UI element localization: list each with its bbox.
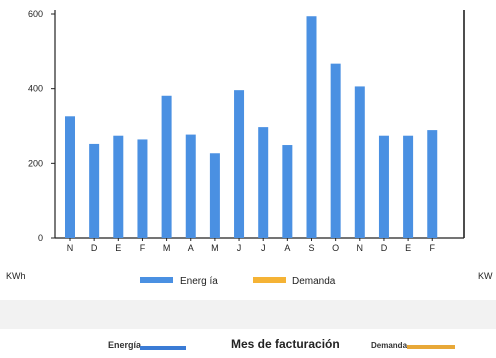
bar-0 [65, 116, 75, 238]
legend-swatch-energy [140, 277, 173, 283]
footer-title: Mes de facturación [231, 337, 340, 351]
bar-13 [378, 135, 389, 238]
bar-15 [427, 130, 438, 238]
y-tick-label-0: 0 [38, 233, 43, 243]
right-axis-label: KW [478, 271, 493, 281]
bar-14 [403, 135, 414, 238]
footer-demand-swatch [407, 345, 455, 349]
x-tick-label-1: D [91, 243, 98, 253]
bar-group [65, 16, 438, 238]
x-tick-label-4: M [163, 243, 171, 253]
bar-4 [161, 95, 172, 238]
x-tick-label-7: J [237, 243, 242, 253]
bar-3 [137, 139, 148, 238]
legend-swatch-demand [253, 277, 286, 283]
x-tick-label-13: D [381, 243, 388, 253]
footer-legend: Energía Mes de facturación Demanda [0, 336, 496, 356]
bar-6 [209, 153, 220, 238]
x-tick-label-10: S [308, 243, 314, 253]
bar-11 [330, 63, 341, 238]
x-tick-label-12: N [357, 243, 364, 253]
bar-5 [185, 134, 196, 238]
y-tick-label-1: 200 [28, 158, 43, 168]
y-tick-label-2: 400 [28, 84, 43, 94]
bar-8 [258, 127, 269, 238]
y-axis-label: KWh [6, 271, 26, 281]
x-tick-label-0: N [67, 243, 74, 253]
footer-energy-label: Energía [108, 340, 142, 350]
x-tick-label-8: J [261, 243, 266, 253]
bar-1 [89, 143, 100, 238]
x-tick-label-9: A [284, 243, 290, 253]
x-tick-label-11: O [332, 243, 339, 253]
footer-energy-swatch [140, 346, 186, 350]
x-tick-label-5: A [188, 243, 194, 253]
x-tick-label-3: F [140, 243, 146, 253]
x-tick-label-2: E [115, 243, 121, 253]
bar-12 [354, 86, 365, 238]
bar-7 [234, 90, 245, 238]
bar-10 [306, 16, 317, 238]
bottom-band [0, 300, 496, 329]
footer-demand-label: Demanda [371, 341, 408, 350]
x-tick-label-6: M [211, 243, 219, 253]
bar-9 [282, 145, 293, 238]
y-tick-group: 0 200 400 600 [28, 9, 55, 243]
chart: 0 200 400 600 N D E F M A M J J A S O N D E F KWh KW Energ… [6, 9, 493, 287]
x-tick-label-14: E [405, 243, 411, 253]
legend-label-demand: Demanda [292, 276, 336, 287]
bar-2 [113, 135, 124, 238]
y-tick-label-3: 600 [28, 9, 43, 19]
x-tick-label-15: F [430, 243, 436, 253]
legend-label-energy: Energ ía [180, 276, 218, 287]
